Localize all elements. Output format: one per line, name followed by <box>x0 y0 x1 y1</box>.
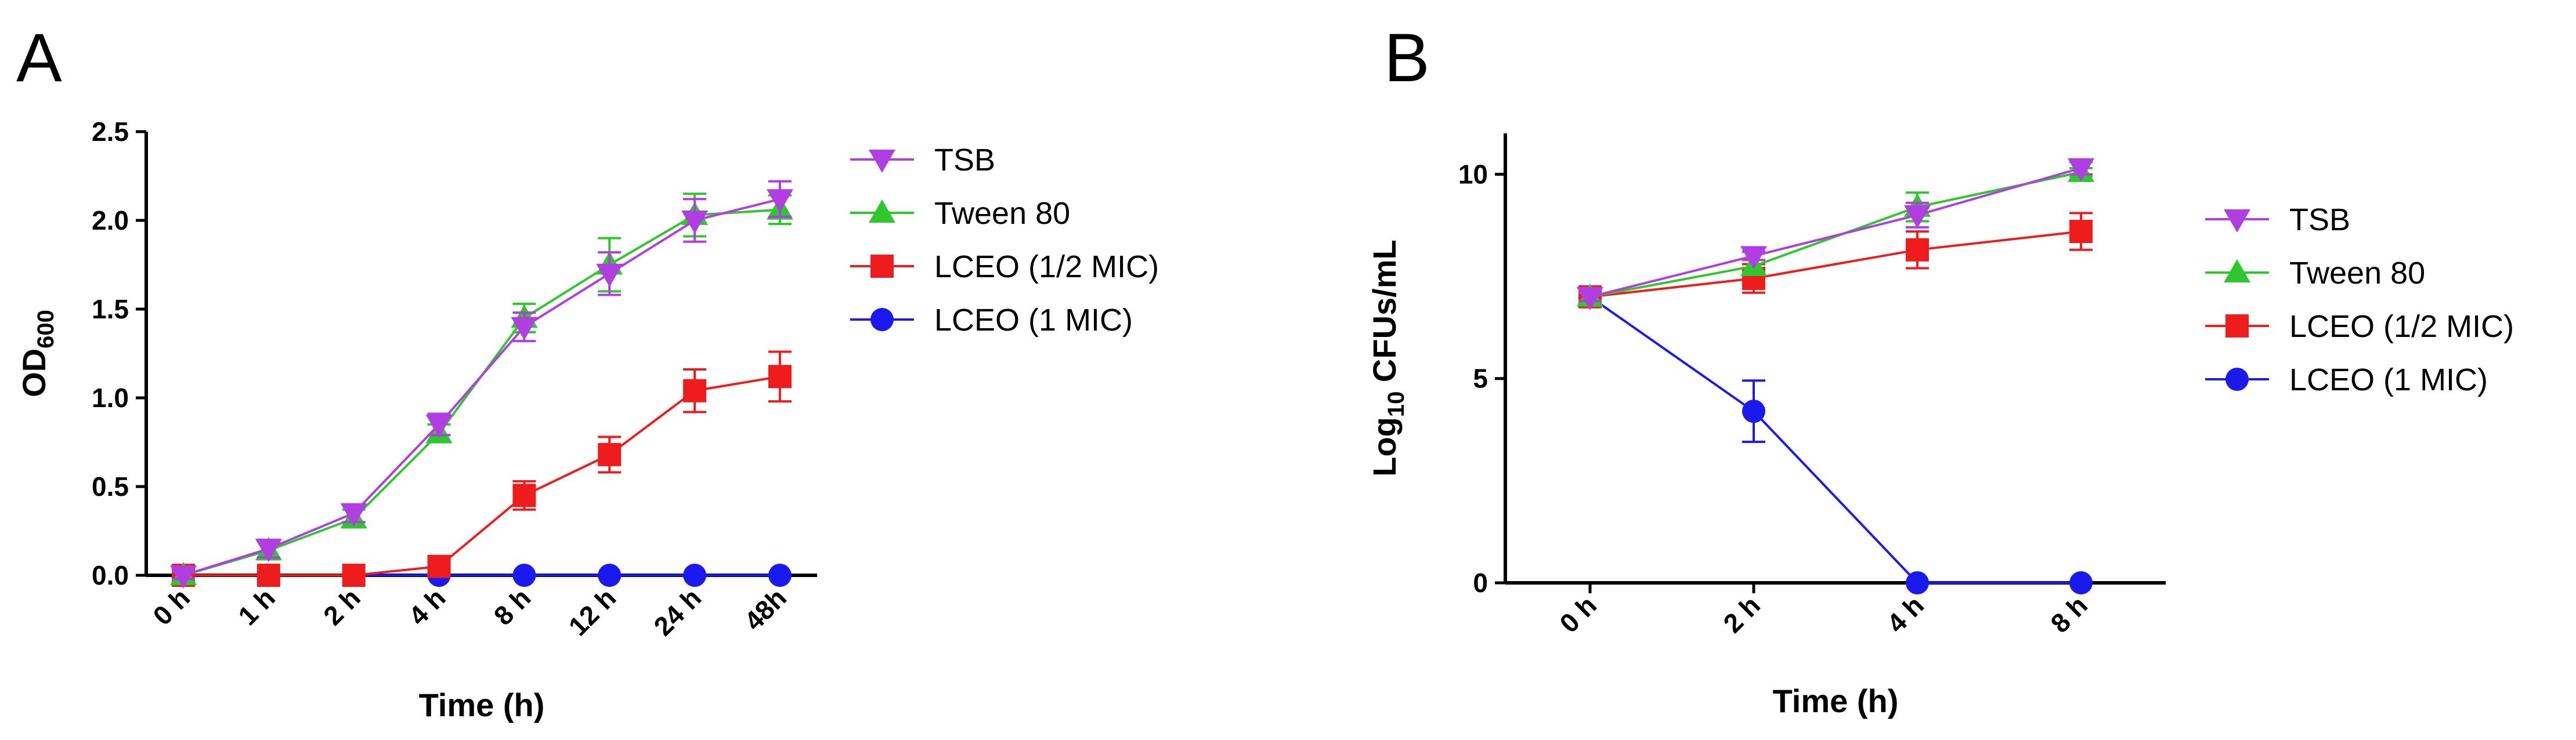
data-point <box>1904 205 1931 228</box>
data-point <box>598 442 622 466</box>
legend-marker <box>870 255 894 278</box>
data-point <box>2069 571 2093 594</box>
data-point <box>2068 158 2094 182</box>
legend-marker <box>2224 259 2250 282</box>
data-point <box>512 484 536 507</box>
x-tick-label: 1 h <box>232 582 281 631</box>
legend-label: TSB <box>2289 202 2350 237</box>
x-tick-label: 2 h <box>317 582 366 631</box>
legend-item-lceo-1-mic: LCEO (1 MIC) <box>2205 362 2488 397</box>
y-tick-label: 10 <box>1458 159 1488 189</box>
y-axis-title-b: Log10 CFUs/mL <box>1366 240 1409 476</box>
x-tick-label: 4 h <box>403 582 451 631</box>
series-lceo-1-2-mic <box>1578 212 2093 309</box>
series-tsb <box>1577 158 2094 310</box>
legend-b: TSB Tween 80 LCEO (1/2 MIC) LCEO (1 MIC) <box>2205 202 2514 397</box>
legend-label: Tween 80 <box>934 196 1070 231</box>
legend-marker <box>869 150 895 173</box>
legend-marker <box>2225 368 2249 391</box>
x-tick-label: 8 h <box>2044 590 2093 639</box>
data-point <box>511 317 538 340</box>
data-point <box>598 564 622 587</box>
y-tick-label: 2.5 <box>92 117 129 147</box>
data-point <box>767 189 793 213</box>
data-point <box>1742 400 1765 423</box>
data-point <box>256 564 280 587</box>
data-point <box>170 565 197 589</box>
data-point <box>425 414 453 438</box>
data-point <box>2069 220 2093 244</box>
data-point <box>681 211 709 234</box>
legend-marker <box>2224 209 2250 233</box>
x-axis-title-b: Time (h) <box>1773 683 1899 719</box>
chart-panel-b: 0 5 10 0 h 2 h 4 h 8 h Time (h) Log10 CFUs/mL TSB… <box>1366 133 2514 719</box>
y-tick-label: 0.5 <box>92 471 129 502</box>
data-point <box>427 554 451 578</box>
legend-marker <box>870 308 894 331</box>
data-point <box>768 564 792 587</box>
panel-b-letter: B <box>1384 20 1430 96</box>
y-tick-label: 2.0 <box>92 205 129 235</box>
legend-item-lceo-1-2-mic: LCEO (1/2 MIC) <box>2205 309 2514 344</box>
series-line <box>1589 166 2082 298</box>
data-point <box>1906 238 1929 262</box>
y-tick-label: 0.0 <box>92 560 129 590</box>
data-point <box>683 379 707 402</box>
series-lceo-1-mic <box>1578 285 2093 594</box>
data-point <box>512 564 536 587</box>
legend-label: TSB <box>934 143 995 177</box>
data-point <box>1740 246 1767 270</box>
legend-item-tsb: TSB <box>2205 202 2350 237</box>
legend-marker <box>869 199 895 223</box>
data-point <box>255 539 282 563</box>
series-lceo-1-2-mic <box>172 350 792 587</box>
data-point <box>1577 286 1603 310</box>
x-tick-label: 0 h <box>1553 590 1602 639</box>
y-axis-title-a: OD600 <box>16 310 59 397</box>
data-point <box>340 503 367 527</box>
panel-a-letter: A <box>16 20 62 96</box>
series-line <box>1589 296 2081 584</box>
data-point <box>342 564 366 587</box>
legend-item-lceo-1-2-mic: LCEO (1/2 MIC) <box>850 249 1159 284</box>
data-point <box>768 365 792 389</box>
x-axis-title-a: Time (h) <box>419 687 545 723</box>
series-line <box>183 198 781 576</box>
legend-label: LCEO (1 MIC) <box>934 303 1133 338</box>
data-point <box>596 263 623 287</box>
x-tick-label: 0 h <box>147 582 196 631</box>
x-tick-label: 48h <box>738 582 792 636</box>
x-tick-label: 12 h <box>563 582 622 641</box>
chart-panel-a: 0.0 0.5 1.0 1.5 2.0 2.5 0 h 1 h 2 h 4 h 8 h 12 h 24 … <box>16 117 1159 723</box>
legend-item-tween-80: Tween 80 <box>2205 256 2425 291</box>
data-point <box>1906 571 1929 594</box>
series-line <box>1589 230 2082 298</box>
legend-label: LCEO (1/2 MIC) <box>2289 309 2514 344</box>
legend-a: TSB Tween 80 LCEO (1/2 MIC) LCEO (1 MIC) <box>850 143 1159 338</box>
legend-label: Tween 80 <box>2289 256 2425 291</box>
x-tick-label: 24 h <box>648 582 707 641</box>
legend-label: LCEO (1/2 MIC) <box>934 249 1159 284</box>
y-tick-label: 0 <box>1473 568 1488 598</box>
series-line <box>183 375 781 576</box>
legend-label: LCEO (1 MIC) <box>2289 362 2488 397</box>
y-tick-label: 1.0 <box>92 383 129 413</box>
series-tween-80 <box>1577 158 2094 307</box>
x-tick-label: 8 h <box>488 582 537 631</box>
legend-item-tsb: TSB <box>850 143 995 177</box>
y-tick-label: 5 <box>1473 364 1488 394</box>
legend-item-lceo-1-mic: LCEO (1 MIC) <box>850 303 1133 338</box>
y-tick-label: 1.5 <box>92 294 129 324</box>
x-tick-label: 2 h <box>1717 590 1766 639</box>
data-point <box>683 564 707 587</box>
x-tick-label: 4 h <box>1881 590 1930 639</box>
legend-item-tween-80: Tween 80 <box>850 196 1070 231</box>
legend-marker <box>2225 314 2249 338</box>
series-tsb <box>170 180 793 589</box>
